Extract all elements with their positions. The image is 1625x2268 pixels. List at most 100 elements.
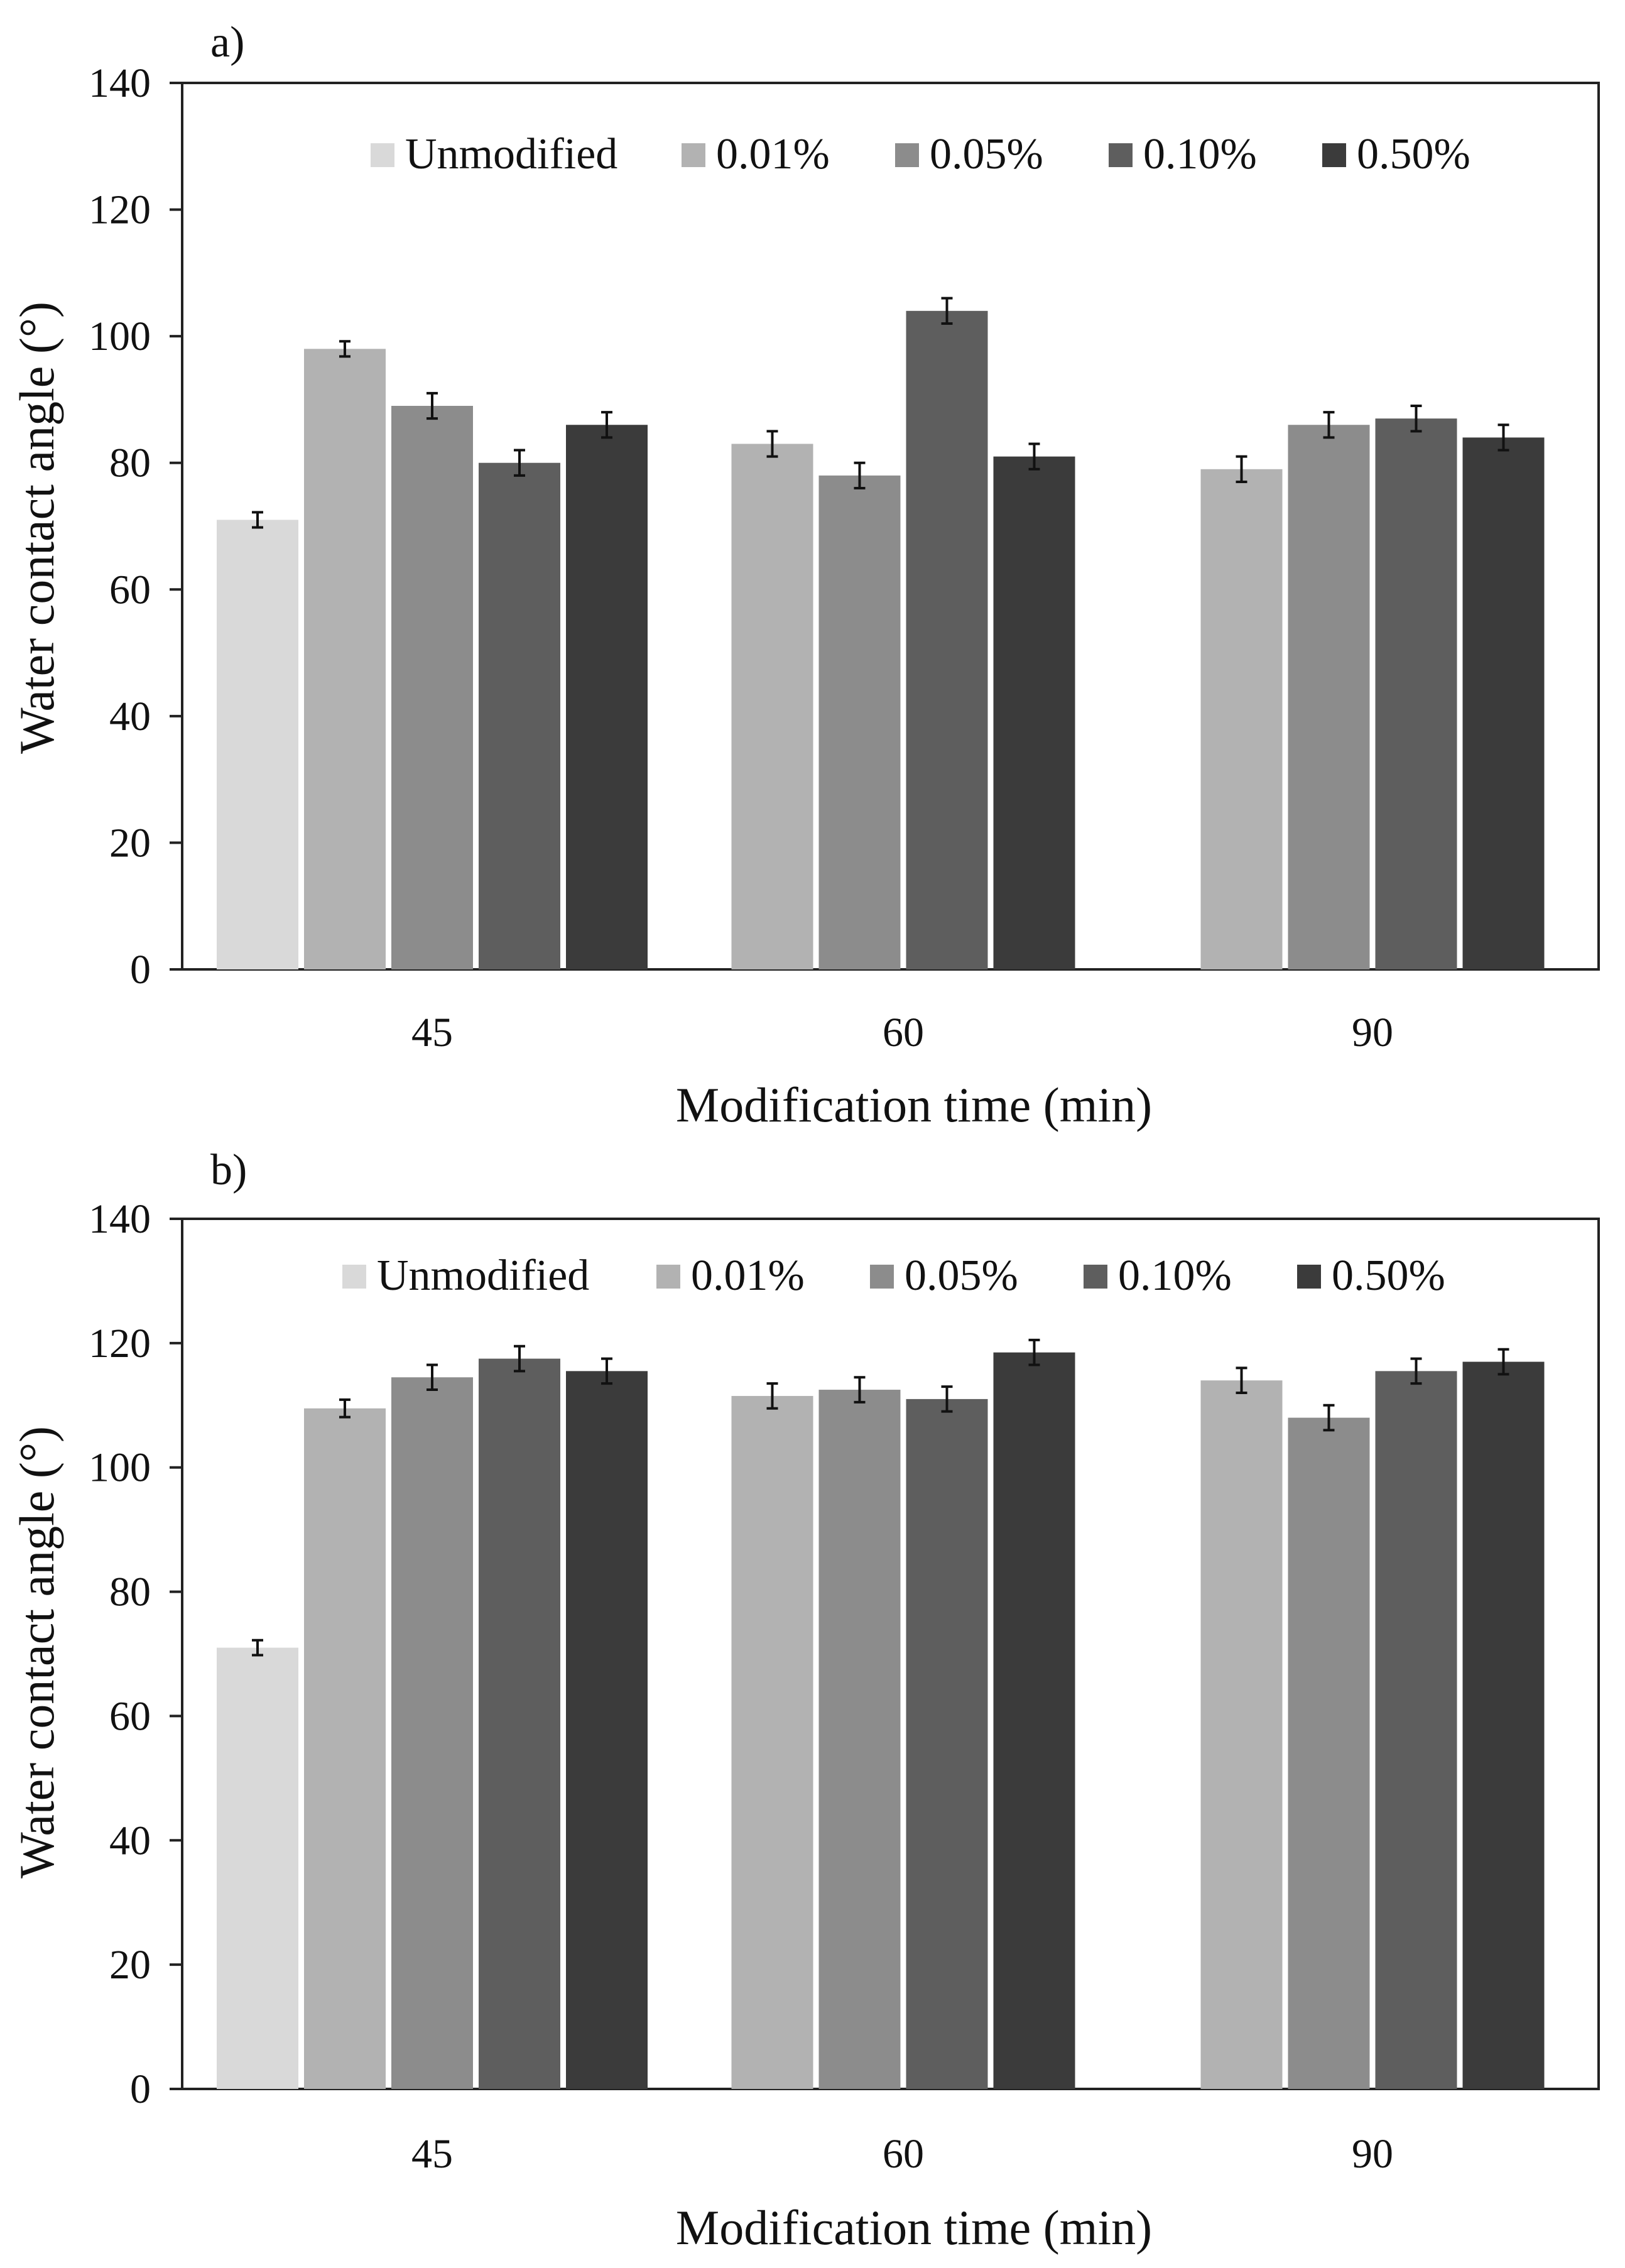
legend-label: 0.10% — [1143, 130, 1257, 178]
y-tick-label: 100 — [89, 313, 151, 359]
panel-label: a) — [210, 18, 244, 67]
bar-45-Unmodified — [217, 520, 298, 969]
legend-swatch — [1322, 143, 1346, 167]
error-bar — [1323, 411, 1335, 439]
legend-label: 0.01% — [716, 130, 830, 178]
y-tick-label: 40 — [109, 694, 151, 739]
legend-label: 0.05% — [905, 1251, 1018, 1300]
legend-swatch — [1297, 1265, 1321, 1289]
y-tick-label: 120 — [89, 187, 151, 233]
legend: Unmodified 0.01% 0.05% 0.10% 0.50% — [342, 1251, 1445, 1300]
error-bar — [941, 1385, 953, 1413]
bar-60-0.01pct — [731, 444, 813, 969]
error-bar — [339, 1398, 351, 1419]
error-bar — [1410, 1357, 1422, 1385]
legend-label: 0.05% — [930, 130, 1043, 178]
error-bar — [514, 449, 525, 477]
bar-60-0.01pct — [731, 1395, 813, 2089]
bar-45-0.10pct — [479, 462, 560, 969]
error-bar — [1028, 1338, 1040, 1366]
x-tick-label: 45 — [411, 1010, 453, 1055]
bar-60-0.10pct — [906, 310, 988, 969]
y-axis-title: Water contact angle (°) — [9, 1426, 64, 1878]
y-tick-label: 40 — [109, 1818, 151, 1863]
y-tick-label: 60 — [109, 1693, 151, 1739]
y-tick-label: 80 — [109, 440, 151, 486]
error-bar — [601, 1357, 612, 1385]
y-tick-label: 140 — [89, 60, 151, 106]
error-bar — [766, 1382, 778, 1410]
bar-60-0.50pct — [993, 456, 1075, 969]
legend-label: 0.01% — [691, 1251, 805, 1300]
bar-45-0.10pct — [479, 1358, 560, 2089]
error-bar — [1236, 455, 1247, 483]
error-bar — [252, 511, 263, 529]
y-tick-label: 60 — [109, 567, 151, 613]
error-bar — [1323, 1404, 1335, 1432]
error-bar — [427, 391, 438, 420]
y-tick-label: 20 — [109, 820, 151, 866]
legend-label: 0.50% — [1357, 130, 1470, 178]
bar-90-0.50pct — [1462, 437, 1545, 969]
y-tick-label: 140 — [89, 1196, 151, 1242]
bar-90-0.10pct — [1375, 1371, 1457, 2089]
bar-60-0.10pct — [906, 1398, 988, 2089]
chart-panel-a: a) 0 20 40 60 80 100 120 140 Water contact angle … — [9, 18, 1600, 1132]
error-bar — [1497, 1348, 1509, 1376]
x-axis-title: Modification time (min) — [676, 1077, 1152, 1132]
bar-45-0.01pct — [304, 1408, 386, 2089]
legend-swatch — [870, 1265, 894, 1289]
error-bar — [514, 1344, 525, 1373]
y-tick-label: 100 — [89, 1445, 151, 1491]
x-tick-label: 45 — [411, 2131, 453, 2177]
error-bar — [766, 430, 778, 458]
error-bar — [601, 411, 612, 439]
x-axis-title: Modification time (min) — [676, 2200, 1152, 2255]
bar-90-0.01pct — [1200, 1380, 1283, 2089]
bar-45-0.01pct — [304, 349, 386, 969]
error-bar — [941, 297, 953, 325]
legend-label: Unmodified — [405, 130, 617, 178]
x-tick-label: 60 — [883, 1010, 924, 1055]
legend-swatch — [1109, 143, 1133, 167]
bar-45-0.05pct — [391, 1377, 473, 2089]
bar-45-0.50pct — [566, 425, 648, 969]
legend-swatch — [895, 143, 919, 167]
bar-60-0.05pct — [818, 1390, 901, 2089]
y-tick-label: 0 — [130, 947, 151, 993]
bar-45-Unmodified — [217, 1647, 298, 2089]
x-tick-label: 90 — [1352, 1010, 1393, 1055]
bar-45-0.50pct — [566, 1371, 648, 2089]
error-bar — [427, 1363, 438, 1392]
legend-label: Unmodified — [377, 1251, 589, 1300]
bar-45-0.05pct — [391, 406, 473, 969]
legend-swatch — [682, 143, 705, 167]
y-tick-label: 120 — [89, 1321, 151, 1366]
y-tick-label: 20 — [109, 1942, 151, 1988]
bar-90-0.10pct — [1375, 418, 1457, 969]
error-bar — [1497, 423, 1509, 452]
error-bar — [339, 340, 351, 358]
legend-swatch — [342, 1265, 366, 1289]
legend: Unmodified 0.01% 0.05% 0.10% 0.50% — [371, 130, 1470, 178]
y-tick-label: 80 — [109, 1569, 151, 1615]
chart-panel-b: b) 0 20 40 60 80 100 120 140 Water contact angle … — [9, 1146, 1600, 2255]
legend-swatch — [1084, 1265, 1107, 1289]
error-bar — [854, 461, 866, 490]
x-tick-label: 90 — [1352, 2131, 1393, 2177]
bar-90-0.05pct — [1288, 1417, 1370, 2089]
legend-label: 0.10% — [1118, 1251, 1232, 1300]
bar-90-0.01pct — [1200, 469, 1283, 969]
panel-label: b) — [210, 1146, 247, 1194]
legend-swatch — [371, 143, 394, 167]
error-bar — [1028, 442, 1040, 471]
legend-swatch — [656, 1265, 680, 1289]
error-bar — [1410, 405, 1422, 433]
legend-label: 0.50% — [1332, 1251, 1445, 1300]
error-bar — [854, 1376, 866, 1404]
bar-90-0.50pct — [1462, 1361, 1545, 2089]
y-axis-title: Water contact angle (°) — [9, 302, 64, 754]
bar-90-0.05pct — [1288, 425, 1370, 969]
y-tick-label: 0 — [130, 2066, 151, 2112]
